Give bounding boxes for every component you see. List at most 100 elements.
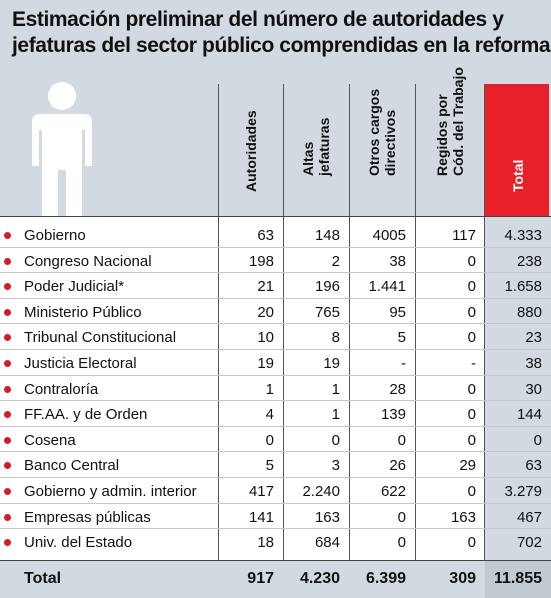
table-cell: 0 — [467, 406, 476, 424]
table-cell: 0 — [467, 278, 476, 296]
table-cell: 10 — [257, 329, 274, 347]
column-header: Otros cargos directivos — [349, 80, 415, 216]
column-header: Total — [485, 80, 551, 216]
row-label: Ministerio Público — [24, 303, 142, 321]
table-cell: 19 — [257, 355, 274, 372]
table-cell: 0 — [397, 534, 406, 552]
column-header-line: directivos — [382, 109, 398, 176]
grand-total-cell-bg — [485, 561, 551, 598]
table-cell: 198 — [248, 252, 274, 270]
table-row: Banco Central 5 3 26 29 63 — [0, 453, 551, 479]
title-line-2: jefaturas del sector público comprendida… — [12, 34, 551, 57]
row-label: Congreso Nacional — [24, 252, 152, 270]
table-cell: - — [401, 355, 406, 372]
bullet-icon — [4, 488, 11, 495]
column-header-line: Regidos por — [434, 94, 450, 176]
table-cell: 1 — [331, 406, 340, 424]
table-cell: 144 — [516, 406, 542, 424]
table-row: Empresas públicas 141 163 0 163 467 — [0, 505, 551, 531]
table-cell: 0 — [331, 431, 340, 449]
table-cell: 20 — [257, 303, 274, 321]
column-header: Altas jefaturas — [283, 80, 349, 216]
bullet-icon — [4, 334, 11, 342]
table-row: Justicia Electoral 19 19 - - 38 — [0, 351, 551, 377]
row-divider — [0, 425, 551, 427]
row-label: Gobierno y admin. interior — [24, 483, 197, 500]
table-cell: 38 — [389, 252, 406, 270]
table-cell: 880 — [516, 303, 542, 321]
table-cell: 95 — [389, 303, 406, 321]
table-row: Poder Judicial* 21 196 1.441 0 1.658 — [0, 274, 551, 300]
table-cell: 4.333 — [504, 227, 542, 244]
table-row: FF.AA. y de Orden 4 1 139 0 144 — [0, 402, 551, 428]
table-cell: 148 — [314, 227, 340, 244]
row-label: Contraloría — [24, 380, 99, 398]
table-cell: 8 — [331, 329, 340, 347]
row-label: FF.AA. y de Orden — [24, 406, 148, 424]
row-label: Tribunal Constitucional — [24, 329, 177, 347]
bullet-icon — [4, 411, 11, 419]
column-header: Regidos por Cód. del Trabajo — [415, 67, 485, 216]
table-cell: 3 — [331, 457, 340, 475]
bullet-icon — [4, 360, 11, 367]
column-divider — [283, 84, 284, 560]
table-cell: 29 — [459, 457, 476, 475]
row-divider — [0, 216, 551, 217]
row-divider — [0, 323, 551, 325]
table-row: Cosena 0 0 0 0 0 — [0, 428, 551, 454]
row-label: Empresas públicas — [24, 508, 151, 526]
row-divider — [0, 502, 551, 504]
table-cell: 0 — [467, 380, 476, 398]
table-cell: 622 — [380, 483, 406, 500]
table-cell: 23 — [525, 329, 542, 347]
table-cell: 0 — [467, 483, 476, 500]
bullet-icon — [4, 232, 11, 239]
total-cell: 6.399 — [365, 570, 406, 587]
total-cell: 4.230 — [299, 570, 340, 587]
bullet-icon — [4, 283, 11, 291]
table-cell: 417 — [248, 483, 274, 500]
table-cell: 0 — [467, 252, 476, 270]
table-row: Contraloría 1 1 28 0 30 — [0, 377, 551, 403]
title-block: Estimación preliminar del número de auto… — [0, 0, 551, 80]
bullet-icon — [4, 462, 11, 470]
row-divider — [0, 451, 551, 453]
table-cell: 38 — [525, 355, 542, 372]
table-cell: 5 — [265, 457, 274, 475]
table-cell: 63 — [525, 457, 542, 475]
table-cell: 1.441 — [368, 278, 406, 296]
table-cell: 0 — [265, 431, 274, 449]
table-cell: 0 — [467, 329, 476, 347]
row-label: Banco Central — [24, 457, 120, 475]
row-divider — [0, 297, 551, 299]
table-cell: 0 — [467, 303, 476, 321]
table-cell: 4 — [265, 406, 274, 424]
table-cell: 18 — [257, 534, 274, 552]
table-cell: 139 — [380, 406, 406, 424]
table-cell: 30 — [525, 380, 542, 398]
row-label: Poder Judicial* — [24, 278, 125, 296]
table-row: Gobierno 63 148 4005 117 4.333 — [0, 223, 551, 249]
total-header-bg — [485, 84, 549, 216]
table-row: Gobierno y admin. interior 417 2.240 622 0 3.… — [0, 479, 551, 505]
table-cell: 0 — [467, 534, 476, 552]
table-cell: 3.279 — [504, 483, 542, 500]
table-cell: 26 — [389, 457, 406, 475]
column-header-line: Autoridades — [242, 110, 259, 192]
row-label: Univ. del Estado — [24, 534, 133, 552]
table-cell: 702 — [516, 534, 542, 552]
table-cell: 163 — [450, 508, 476, 526]
column-header-line: jefaturas — [316, 117, 332, 176]
row-divider — [0, 477, 551, 478]
column-divider — [484, 84, 485, 560]
bullet-icon — [4, 308, 11, 316]
row-divider — [0, 528, 551, 530]
table-cell: 2.240 — [302, 483, 340, 500]
table-cell: 0 — [397, 508, 406, 526]
table-cell: 117 — [452, 227, 476, 244]
table-cell: 0 — [533, 431, 542, 449]
table-cell: 141 — [248, 508, 274, 526]
table-cell: 2 — [331, 252, 340, 270]
column-header: Autoridades — [218, 80, 283, 216]
